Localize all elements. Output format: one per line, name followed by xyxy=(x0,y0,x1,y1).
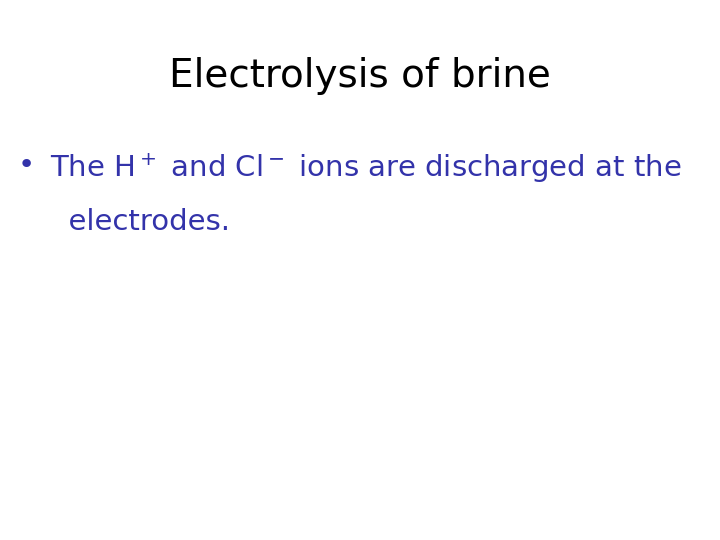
Text: Electrolysis of brine: Electrolysis of brine xyxy=(169,57,551,94)
Text: The H$^+$ and Cl$^-$ ions are discharged at the: The H$^+$ and Cl$^-$ ions are discharged… xyxy=(50,151,682,185)
Text: •: • xyxy=(18,151,35,179)
Text: electrodes.: electrodes. xyxy=(50,208,230,236)
